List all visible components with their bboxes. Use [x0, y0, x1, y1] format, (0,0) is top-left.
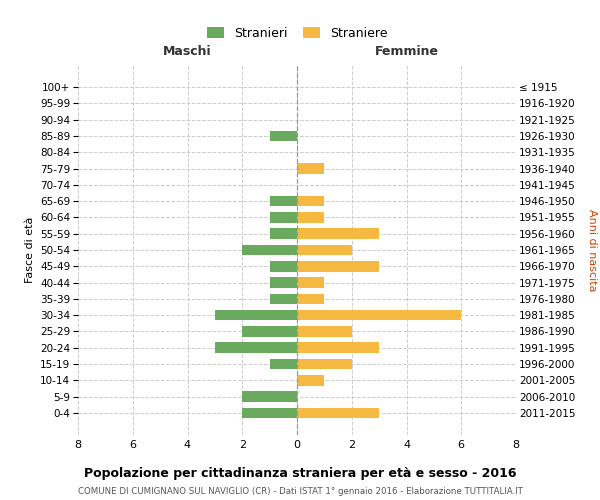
Bar [269, 294, 297, 304]
Bar [297, 196, 325, 206]
Bar [269, 196, 297, 206]
Bar [269, 358, 297, 370]
Y-axis label: Anni di nascita: Anni di nascita [587, 209, 596, 291]
Bar [297, 408, 379, 418]
Bar [269, 212, 297, 222]
Bar [242, 244, 297, 256]
Bar [269, 261, 297, 272]
Bar [215, 342, 297, 353]
Bar [269, 278, 297, 288]
Bar [297, 212, 325, 222]
Bar [269, 130, 297, 141]
Text: Maschi: Maschi [163, 44, 212, 58]
Bar [297, 294, 325, 304]
Bar [297, 228, 379, 239]
Bar [297, 342, 379, 353]
Bar [297, 278, 325, 288]
Bar [242, 326, 297, 336]
Bar [242, 408, 297, 418]
Bar [297, 261, 379, 272]
Legend: Stranieri, Straniere: Stranieri, Straniere [203, 23, 391, 44]
Y-axis label: Fasce di età: Fasce di età [25, 217, 35, 283]
Bar [297, 375, 325, 386]
Bar [297, 326, 352, 336]
Bar [297, 358, 352, 370]
Bar [297, 310, 461, 320]
Bar [269, 228, 297, 239]
Text: COMUNE DI CUMIGNANO SUL NAVIGLIO (CR) - Dati ISTAT 1° gennaio 2016 - Elaborazion: COMUNE DI CUMIGNANO SUL NAVIGLIO (CR) - … [77, 488, 523, 496]
Bar [297, 244, 352, 256]
Text: Popolazione per cittadinanza straniera per età e sesso - 2016: Popolazione per cittadinanza straniera p… [84, 468, 516, 480]
Text: Femmine: Femmine [374, 44, 439, 58]
Bar [297, 164, 325, 174]
Bar [215, 310, 297, 320]
Bar [242, 392, 297, 402]
